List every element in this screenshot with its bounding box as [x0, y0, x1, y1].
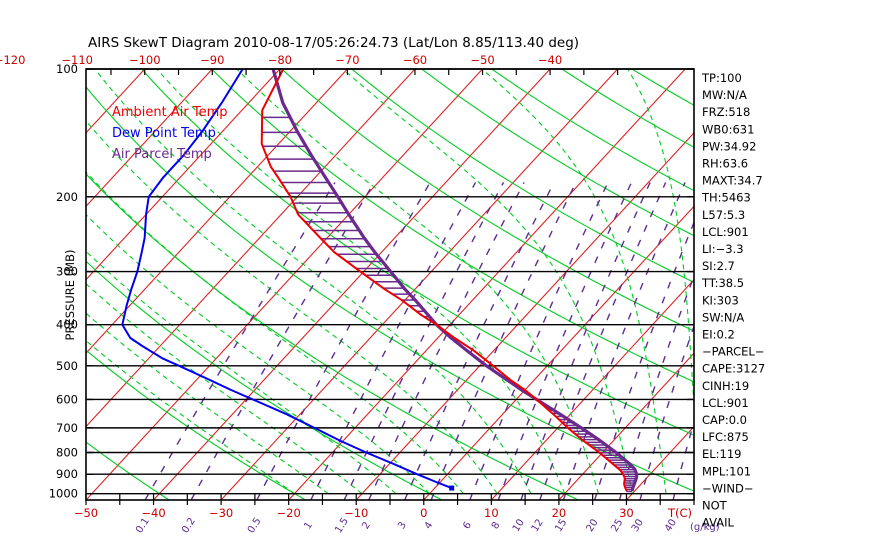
- pressure-tick-label: 900: [56, 467, 78, 481]
- pressure-tick-label: 600: [56, 392, 78, 406]
- series-dew-point-temp: [121, 69, 453, 489]
- top-temp-tick-label: −120: [0, 53, 25, 67]
- derived-parameters-panel: TP:100 MW:N/A FRZ:518 WB0:631 PW:34.92 RH:63.…: [701, 71, 765, 530]
- series-ambient-air-temp: [260, 69, 628, 492]
- mixing-ratio-tick-label: 3: [396, 520, 409, 531]
- legend-item-0: Ambient Air Temp: [112, 105, 228, 120]
- top-temp-tick-label: −90: [200, 53, 224, 67]
- series-air-parcel-temp: [271, 69, 639, 492]
- panel-line-12: TT:38.5: [701, 276, 744, 290]
- bottom-temp-tick-label: −50: [74, 506, 98, 520]
- mixing-ratio-tick-label: 2: [360, 520, 373, 531]
- page-title: AIRS SkewT Diagram 2010-08-17/05:26:24.7…: [88, 35, 579, 51]
- mixing-ratio-tick-label: 6: [461, 520, 474, 531]
- bottom-temp-tick-label: 30: [619, 506, 634, 520]
- panel-line-25: NOT: [702, 499, 728, 513]
- panel-line-0: TP:100: [701, 71, 742, 85]
- panel-line-7: TH:5463: [701, 191, 751, 205]
- pressure-tick-label: 500: [56, 359, 78, 373]
- panel-line-9: LCL:901: [702, 225, 749, 239]
- top-temp-tick-label: −60: [403, 53, 427, 67]
- mixing-ratio-tick-label: 4: [423, 520, 436, 531]
- pressure-tick-label: 1000: [49, 487, 78, 501]
- top-temp-tick-label: −100: [129, 53, 161, 67]
- panel-line-3: WB0:631: [702, 122, 754, 136]
- panel-line-15: EI:0.2: [702, 328, 735, 342]
- panel-line-22: EL:119: [702, 447, 742, 461]
- panel-line-26: AVAIL: [702, 516, 735, 530]
- top-temp-tick-label: −70: [335, 53, 359, 67]
- pressure-tick-label: 700: [56, 421, 78, 435]
- panel-line-16: −PARCEL−: [702, 345, 764, 359]
- bottom-temp-tick-label: 20: [552, 506, 567, 520]
- panel-line-8: L57:5.3: [702, 208, 745, 222]
- mixing-ratio-unit-label: (g/kg): [690, 522, 720, 533]
- top-temperature-axis: −120 −110 −100 −90 −80 −70 −60 −50 −40: [0, 53, 562, 67]
- panel-line-4: PW:34.92: [702, 139, 756, 153]
- temperature-unit-label: T(C): [667, 506, 692, 520]
- top-temp-tick-label: −50: [470, 53, 494, 67]
- bottom-temperature-axis: −50 −40 −30 −20 −10 0 10 20 30 T(C): [74, 506, 692, 520]
- panel-line-2: FRZ:518: [702, 105, 750, 119]
- pressure-tick-label: 300: [56, 265, 78, 279]
- panel-line-13: KI:303: [702, 293, 739, 307]
- panel-line-23: MPL:101: [702, 464, 751, 478]
- top-temp-tick-label: −110: [61, 53, 93, 67]
- panel-line-1: MW:N/A: [702, 88, 747, 102]
- sounding-curves: [121, 69, 639, 492]
- panel-line-10: LI:−3.3: [702, 242, 744, 256]
- bottom-temp-tick-label: −30: [209, 506, 233, 520]
- mixing-ratio-tick-label: 1: [302, 520, 315, 531]
- panel-line-21: LFC:875: [702, 430, 749, 444]
- panel-line-6: MAXT:34.7: [702, 174, 763, 188]
- plot-frame: [85, 68, 695, 505]
- legend: Ambient Air Temp Dew Point Temp Air Parcel…: [112, 105, 228, 162]
- panel-line-20: CAP:0.0: [702, 413, 747, 427]
- panel-line-18: CINH:19: [702, 379, 749, 393]
- pressure-tick-label: 100: [56, 62, 78, 76]
- bottom-temp-tick-label: 0: [420, 506, 427, 520]
- panel-line-5: RH:63.6: [702, 157, 748, 171]
- legend-item-2: Air Parcel Temp: [112, 147, 212, 162]
- legend-item-1: Dew Point Temp: [112, 126, 216, 141]
- bottom-temp-tick-label: −20: [277, 506, 301, 520]
- pressure-tick-label: 800: [56, 446, 78, 460]
- top-temp-tick-label: −40: [538, 53, 562, 67]
- panel-line-14: SW:N/A: [702, 310, 744, 324]
- top-temp-tick-label: −80: [268, 53, 292, 67]
- panel-line-24: −WIND−: [702, 481, 754, 495]
- mixing-ratio-tick-label: 8: [490, 520, 503, 531]
- bottom-temp-tick-label: −40: [141, 506, 165, 520]
- pressure-tick-label: 400: [56, 318, 78, 332]
- panel-line-17: CAPE:3127: [702, 362, 765, 376]
- bottom-temp-tick-label: −10: [344, 506, 368, 520]
- pressure-tick-label: 200: [56, 190, 78, 204]
- panel-line-11: SI:2.7: [702, 259, 735, 273]
- panel-line-19: LCL:901: [702, 396, 749, 410]
- pressure-axis-labels: 100 200 300 400 500 600 700 800 900 1000: [49, 62, 78, 501]
- bottom-temp-tick-label: 10: [484, 506, 499, 520]
- pressure-axis-title: PRESSURE (MB): [63, 250, 77, 341]
